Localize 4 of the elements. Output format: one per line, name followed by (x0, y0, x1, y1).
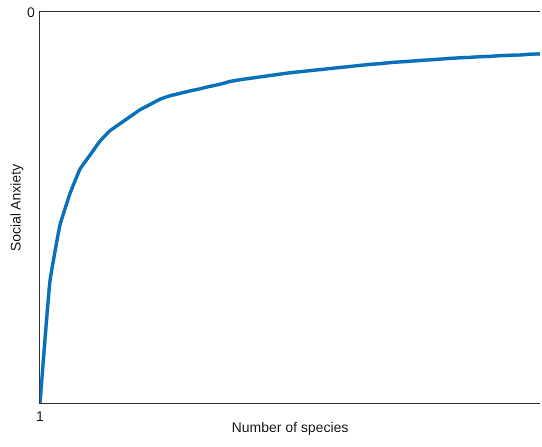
y-axis-title: Social Anxiety (8, 164, 24, 252)
text: 0 (27, 4, 35, 20)
text: 1 (36, 408, 44, 424)
x-axis-title: Number of species (232, 419, 348, 436)
